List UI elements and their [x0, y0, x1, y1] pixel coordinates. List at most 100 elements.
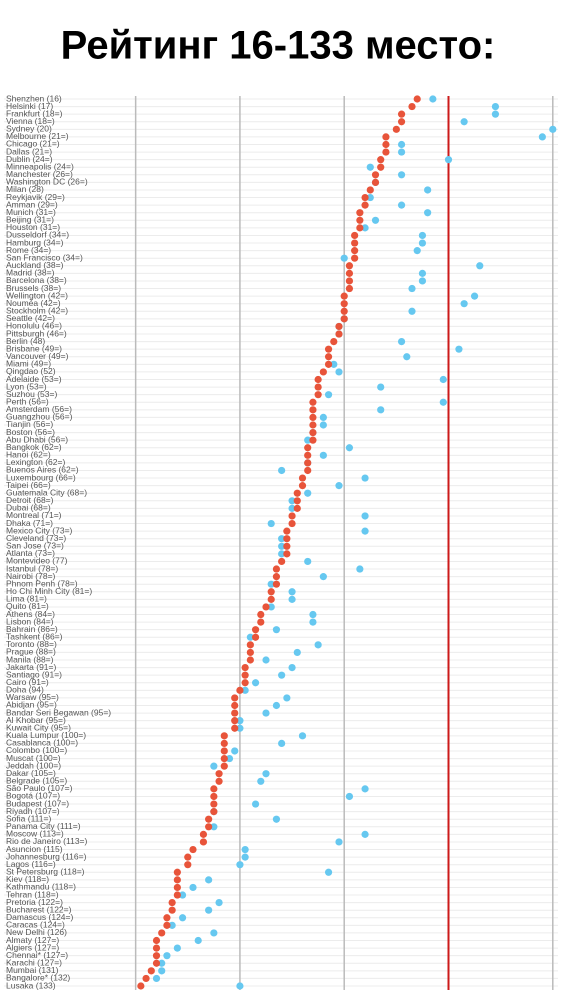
y-tick-label: Adelaide (53=): [6, 374, 62, 384]
y-tick-label: Madrid (38=): [6, 268, 55, 278]
dot: [319, 368, 327, 376]
dot: [178, 891, 187, 899]
y-tick-label: Damascus (124=): [6, 912, 73, 922]
dot: [168, 906, 176, 914]
dot: [241, 671, 249, 679]
dot: [345, 277, 354, 285]
dot: [158, 929, 166, 937]
dot: [309, 398, 317, 406]
y-tick-label: Montevideo (77): [6, 556, 68, 566]
dot: [236, 717, 244, 725]
dot: [173, 883, 181, 892]
dot: [251, 633, 260, 641]
dot: [205, 823, 213, 831]
y-tick-label: Bangalore* (132): [6, 973, 70, 983]
dot: [377, 383, 385, 391]
dot: [361, 193, 369, 202]
dot: [288, 595, 296, 603]
y-tick-label: Luxembourg (66=): [6, 472, 76, 482]
dot: [293, 648, 301, 657]
dot: [549, 125, 557, 133]
dot: [298, 732, 307, 740]
y-tick-label: Bandar Seri Begawan (95=): [6, 707, 111, 717]
dot: [184, 861, 192, 869]
dot: [418, 277, 427, 285]
dot: [356, 216, 364, 224]
dot: [377, 156, 385, 164]
dot: [278, 550, 286, 558]
y-tick-label: Seattle (42=): [6, 313, 55, 323]
dot: [152, 936, 161, 945]
dot: [152, 959, 161, 967]
dot: [220, 739, 228, 748]
y-tick-label: Kuala Lumpur (100=): [6, 730, 86, 740]
dot: [470, 292, 479, 300]
dot: [210, 808, 218, 816]
dot: [335, 330, 343, 338]
dot: [304, 444, 312, 452]
dot: [304, 557, 312, 566]
dot: [424, 209, 432, 217]
dot: [278, 739, 286, 748]
dot: [251, 626, 260, 634]
dot: [288, 512, 296, 520]
y-tick-label: Taipei (66=): [6, 480, 51, 490]
dot: [257, 610, 265, 619]
chart-title: Рейтинг 16-133 место:: [61, 24, 496, 68]
dot: [304, 459, 312, 467]
dot: [272, 701, 281, 710]
y-tick-label: Toronto (88=): [6, 639, 57, 649]
dot: [345, 792, 354, 801]
y-tick-label: San Francisco (34=): [6, 252, 83, 262]
y-tick-label: Panama City (111=): [6, 821, 81, 831]
dot: [267, 519, 275, 528]
dot: [335, 322, 343, 331]
dot: [538, 133, 546, 141]
dot: [298, 482, 307, 490]
dot: [231, 701, 239, 710]
y-tick-label: Asuncion (115): [6, 844, 63, 854]
y-tick-label: Mumbai (131): [6, 965, 59, 975]
dot: [309, 428, 317, 437]
y-tick-label: Amsterdam (56=): [6, 404, 72, 414]
dot: [278, 535, 286, 543]
dot: [397, 201, 406, 209]
dot: [361, 224, 369, 232]
y-tick-label: Warsaw (95=): [6, 692, 59, 702]
dot: [272, 815, 281, 823]
dot: [251, 800, 260, 808]
y-tick-label: Tehran (118=): [6, 889, 59, 899]
dot: [413, 95, 421, 103]
dot: [199, 830, 208, 838]
y-tick-label: Almaty (127=): [6, 935, 59, 945]
dot: [272, 573, 281, 581]
dot: [199, 838, 208, 846]
dot: [158, 959, 166, 967]
dot: [314, 641, 322, 649]
dot: [340, 300, 348, 308]
y-tick-label: Sydney (20): [6, 124, 52, 134]
y-tick-label: Kiev (118=): [6, 874, 49, 884]
y-tick-label: Casablanca (100=): [6, 738, 78, 748]
dot: [173, 868, 181, 876]
dot: [288, 588, 296, 596]
dot: [491, 102, 500, 111]
y-tick-label: Rome (34=): [6, 245, 51, 255]
y-tick-label: Dallas (21=): [6, 146, 52, 156]
y-tick-label: Stockholm (42=): [6, 306, 68, 316]
y-tick-label: Wellington (42=): [6, 290, 68, 300]
y-tick-label: Barcelona (38=): [6, 275, 67, 285]
dot: [210, 785, 218, 793]
dot: [418, 269, 427, 277]
dot: [314, 375, 322, 384]
y-tick-label: Abidjan (95=): [6, 700, 57, 710]
y-tick-label: Minneapolis (24=): [6, 161, 74, 171]
dot: [304, 489, 312, 497]
y-tick-label: Guangzhou (56=): [6, 412, 73, 422]
dot: [293, 489, 301, 497]
y-tick-label: Budapest (107=): [6, 798, 69, 808]
y-tick-label: Cairo (91=): [6, 677, 49, 687]
y-tick-label: Auckland (38=): [6, 260, 64, 270]
dot: [335, 838, 343, 846]
y-tick-label: Lexington (62=): [6, 457, 65, 467]
